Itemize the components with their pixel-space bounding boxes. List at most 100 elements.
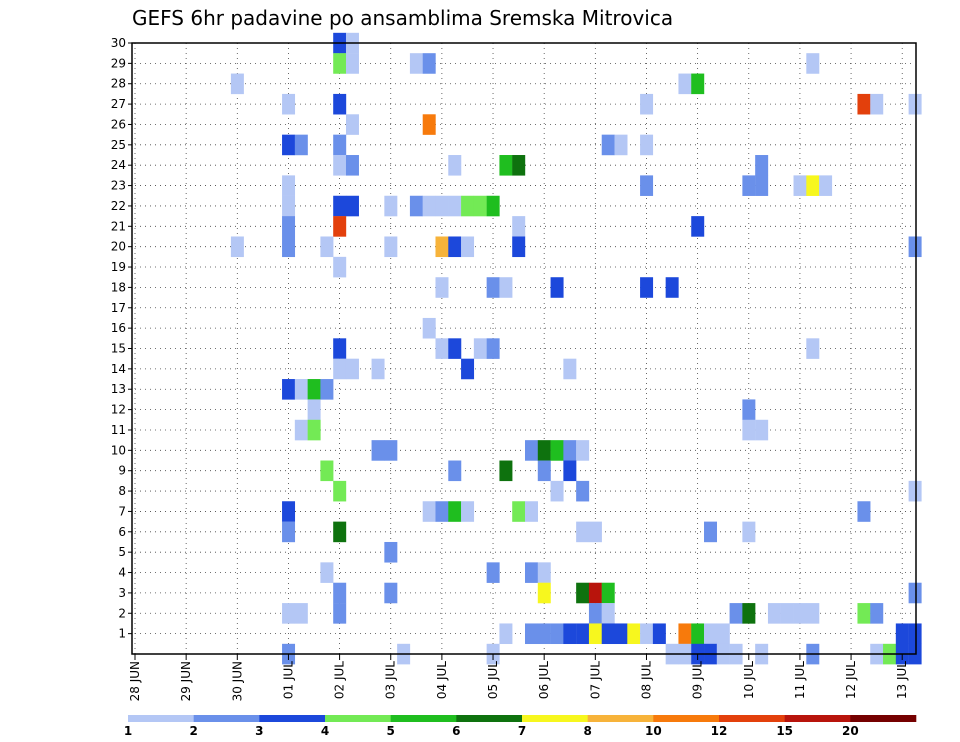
data-cell	[384, 582, 398, 604]
y-tick-label: 24	[111, 158, 126, 172]
data-cell	[282, 134, 296, 156]
data-cell	[307, 379, 321, 400]
data-cell	[857, 93, 871, 115]
legend-label: 6	[452, 724, 460, 738]
data-cell	[550, 623, 564, 645]
legend-swatch	[719, 715, 785, 722]
data-cell	[422, 317, 436, 339]
data-cell	[448, 155, 462, 176]
y-tick-label: 2	[118, 606, 126, 620]
grid-lines	[134, 42, 915, 654]
data-cell	[525, 501, 538, 522]
data-cell	[550, 277, 564, 298]
data-cell	[333, 216, 347, 237]
y-tick-label: 8	[118, 484, 126, 498]
data-cell	[601, 603, 615, 624]
data-cell	[282, 195, 296, 217]
y-tick-label: 5	[118, 545, 126, 559]
data-cell	[908, 623, 922, 645]
data-cell	[384, 236, 398, 258]
legend-label: 3	[255, 724, 263, 738]
y-tick-label: 7	[118, 504, 126, 518]
data-cell	[691, 73, 705, 95]
data-cell	[537, 460, 551, 482]
legend-label: 10	[645, 724, 662, 738]
data-cell	[563, 358, 577, 380]
data-cell	[345, 358, 359, 380]
data-cell	[435, 236, 449, 258]
y-tick-label: 6	[118, 525, 126, 539]
data-cell	[601, 582, 615, 604]
x-tick-label: 06 JUL	[537, 661, 551, 699]
y-tick-label: 15	[111, 342, 126, 356]
data-cell	[742, 521, 756, 543]
y-tick-label: 23	[111, 179, 126, 193]
data-cell	[371, 440, 385, 461]
plot-frame	[131, 42, 917, 655]
data-cell	[601, 623, 615, 645]
data-cell	[486, 277, 500, 298]
data-cell	[601, 134, 615, 156]
x-axis: 28 JUN 29 JUN 30 JUN 01 JUL 02 JUL 03 JUL 04 J…	[128, 654, 909, 701]
data-cell	[282, 501, 296, 522]
legend-swatch	[653, 715, 720, 722]
y-tick-label: 17	[111, 301, 126, 315]
data-cell	[512, 236, 526, 258]
data-cell	[576, 623, 590, 645]
data-cell	[333, 195, 347, 217]
data-cell	[282, 521, 296, 543]
data-cell	[282, 216, 296, 237]
data-cell	[333, 582, 347, 604]
data-cell	[320, 562, 334, 583]
data-cell	[793, 175, 807, 196]
data-cell	[742, 603, 756, 624]
data-cell	[512, 155, 526, 176]
data-cell	[742, 399, 756, 420]
x-tick-label: 12 JUL	[844, 661, 858, 699]
data-cell	[780, 603, 794, 624]
data-cell	[525, 562, 538, 583]
data-cell	[640, 175, 654, 196]
y-tick-label: 26	[111, 117, 126, 131]
data-cell	[371, 358, 385, 380]
x-tick-label: 30 JUN	[230, 661, 244, 701]
data-cell	[729, 603, 743, 624]
data-cell	[806, 53, 820, 74]
data-cell	[384, 541, 398, 563]
data-cell	[333, 358, 347, 380]
x-tick-label: 04 JUL	[435, 661, 449, 699]
data-cell	[333, 338, 347, 359]
y-tick-label: 25	[111, 138, 126, 152]
legend-label: 4	[321, 724, 329, 738]
data-cell	[716, 623, 730, 645]
data-cell	[473, 195, 487, 217]
data-cell	[294, 603, 308, 624]
data-cell	[461, 501, 475, 522]
y-tick-label: 9	[118, 464, 126, 478]
data-cell	[422, 501, 436, 522]
data-cell	[345, 114, 359, 135]
x-tick-label: 03 JUL	[384, 661, 398, 699]
data-cell	[640, 93, 654, 115]
data-cell	[537, 562, 551, 583]
data-cell	[563, 440, 577, 461]
data-cell	[448, 236, 462, 258]
data-cell	[755, 155, 769, 176]
data-cell	[230, 73, 244, 95]
data-cell	[767, 603, 781, 624]
data-cell	[307, 419, 321, 441]
data-cell	[461, 195, 475, 217]
legend-label: 8	[583, 724, 591, 738]
data-cell	[678, 623, 692, 645]
data-cell	[640, 277, 654, 298]
y-tick-label: 1	[118, 627, 126, 641]
data-cell	[499, 460, 513, 482]
y-tick-label: 14	[111, 362, 126, 376]
data-cell	[294, 419, 308, 441]
data-cell	[333, 521, 347, 543]
data-cell	[525, 440, 538, 461]
data-cell	[282, 93, 296, 115]
x-tick-label: 29 JUN	[179, 661, 193, 701]
legend-label: 15	[776, 724, 793, 738]
data-cell	[422, 114, 436, 135]
